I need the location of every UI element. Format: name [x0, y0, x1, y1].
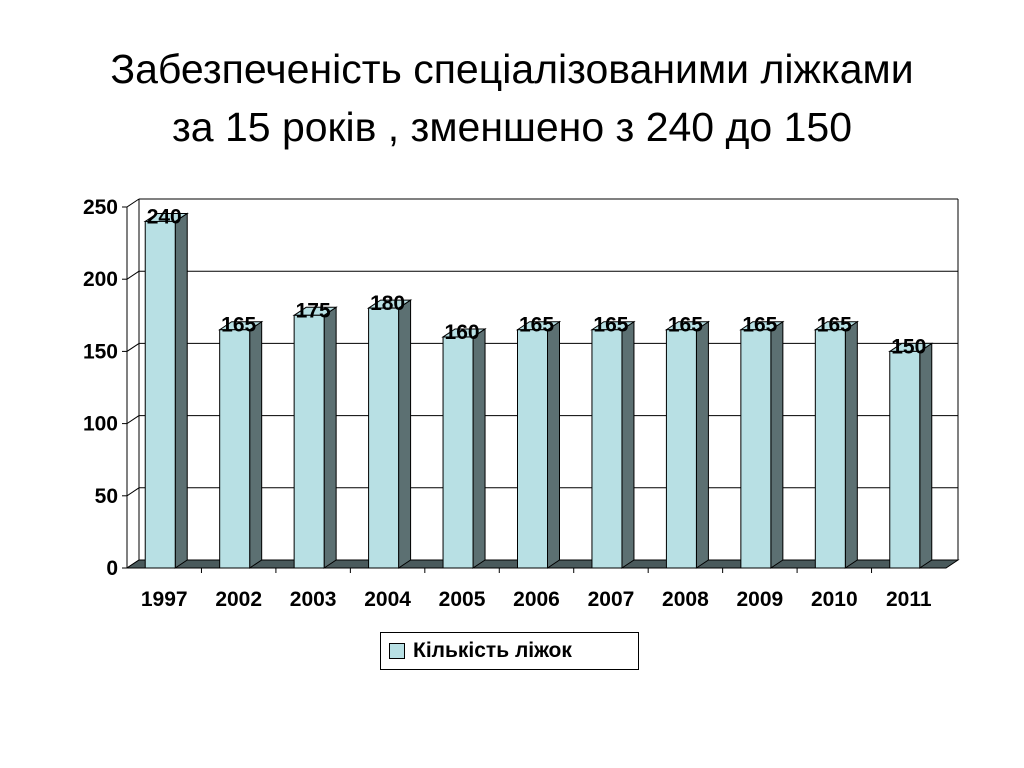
- bar-side: [472, 328, 486, 569]
- bar-side: [621, 320, 635, 569]
- bar-side: [547, 320, 560, 569]
- y-tick-label: 100: [83, 413, 118, 436]
- data-label: 165: [593, 314, 628, 337]
- y-tick-label: 200: [83, 268, 118, 291]
- bar-front: [144, 220, 176, 569]
- x-tick-label: 2007: [588, 588, 635, 611]
- x-tick-label: 2008: [662, 588, 709, 611]
- gridline-side: [126, 342, 140, 352]
- bar-front: [517, 329, 548, 569]
- bar: [739, 320, 785, 569]
- bar-side: [398, 299, 412, 569]
- gridline-side: [126, 198, 140, 208]
- x-tick-label: 2009: [737, 588, 784, 611]
- title-line-1: Забезпеченість спеціалізованими ліжками: [110, 46, 914, 92]
- data-label: 165: [668, 314, 703, 337]
- bar-front: [889, 350, 921, 569]
- slide-title: Забезпеченість спеціалізованими ліжками …: [0, 40, 1024, 156]
- bar: [366, 299, 413, 569]
- bar: [590, 320, 636, 569]
- bar-front: [293, 314, 325, 569]
- bar-side: [249, 320, 263, 569]
- data-label: 165: [221, 314, 256, 337]
- x-tick-label: 2005: [439, 588, 486, 611]
- bar: [143, 212, 189, 569]
- bar-front: [665, 329, 697, 569]
- legend-swatch: [389, 643, 405, 659]
- data-label: 165: [742, 314, 777, 337]
- data-label: 150: [891, 335, 926, 358]
- bar: [888, 342, 934, 569]
- x-tick-label: 2006: [513, 588, 560, 611]
- bar-front: [219, 329, 251, 569]
- bar-front: [814, 329, 846, 569]
- data-label: 240: [147, 205, 182, 228]
- data-label: 180: [370, 292, 405, 315]
- bar: [813, 320, 859, 569]
- y-tick-label: 250: [83, 196, 118, 219]
- bar-side: [844, 320, 858, 569]
- x-tick-label: 2010: [811, 588, 858, 611]
- chart-legend: Кількість ліжок: [380, 632, 639, 670]
- y-tick-label: 50: [95, 485, 118, 508]
- gridline-side: [126, 415, 140, 425]
- y-tick-label: 150: [83, 340, 118, 363]
- x-tick-label: 2004: [364, 588, 411, 611]
- bar-side: [323, 306, 337, 569]
- gridline-side: [126, 487, 140, 497]
- bar-side: [919, 342, 933, 569]
- x-tick-label: 2003: [290, 588, 337, 611]
- bar-side: [770, 320, 784, 569]
- data-label: 160: [445, 321, 480, 344]
- bar: [218, 320, 264, 569]
- bar: [515, 320, 562, 569]
- bar-front: [442, 336, 474, 569]
- bar-side: [174, 212, 188, 569]
- bar: [664, 320, 711, 569]
- bar: [292, 306, 338, 569]
- title-line-2: за 15 років , зменшено з 240 до 150: [171, 104, 853, 150]
- data-label: 165: [519, 314, 554, 337]
- y-tick-label: 0: [106, 557, 118, 580]
- bar-front: [740, 329, 772, 569]
- x-tick-label: 2002: [215, 588, 262, 611]
- bar-front: [591, 329, 623, 569]
- data-label: 175: [296, 299, 331, 322]
- gridline-side: [126, 270, 140, 280]
- x-tick-label: 1997: [141, 588, 188, 611]
- legend-label: Кількість ліжок: [413, 639, 572, 662]
- bar: [441, 328, 487, 569]
- x-tick-label: 2011: [886, 588, 932, 611]
- bar-side: [695, 320, 709, 569]
- bar-front: [368, 307, 400, 569]
- data-label: 165: [817, 314, 852, 337]
